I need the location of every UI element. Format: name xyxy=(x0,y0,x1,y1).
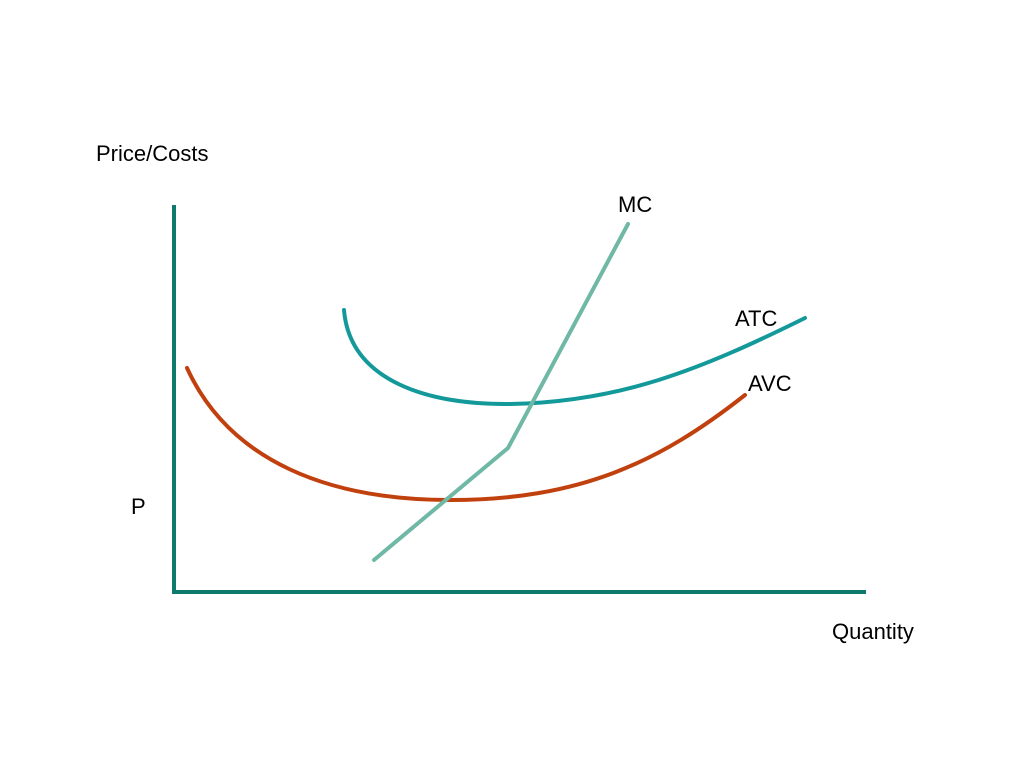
curve-label: MC xyxy=(618,192,652,217)
price-marker: P xyxy=(131,494,146,519)
avc-curve xyxy=(185,366,747,503)
curve-label: ATC xyxy=(735,306,777,331)
x-axis-label: Quantity xyxy=(832,619,914,644)
mc-curve xyxy=(372,222,630,562)
atc-curve xyxy=(342,308,807,407)
y-axis-label: Price/Costs xyxy=(96,141,208,166)
curve-label: AVC xyxy=(748,371,792,396)
